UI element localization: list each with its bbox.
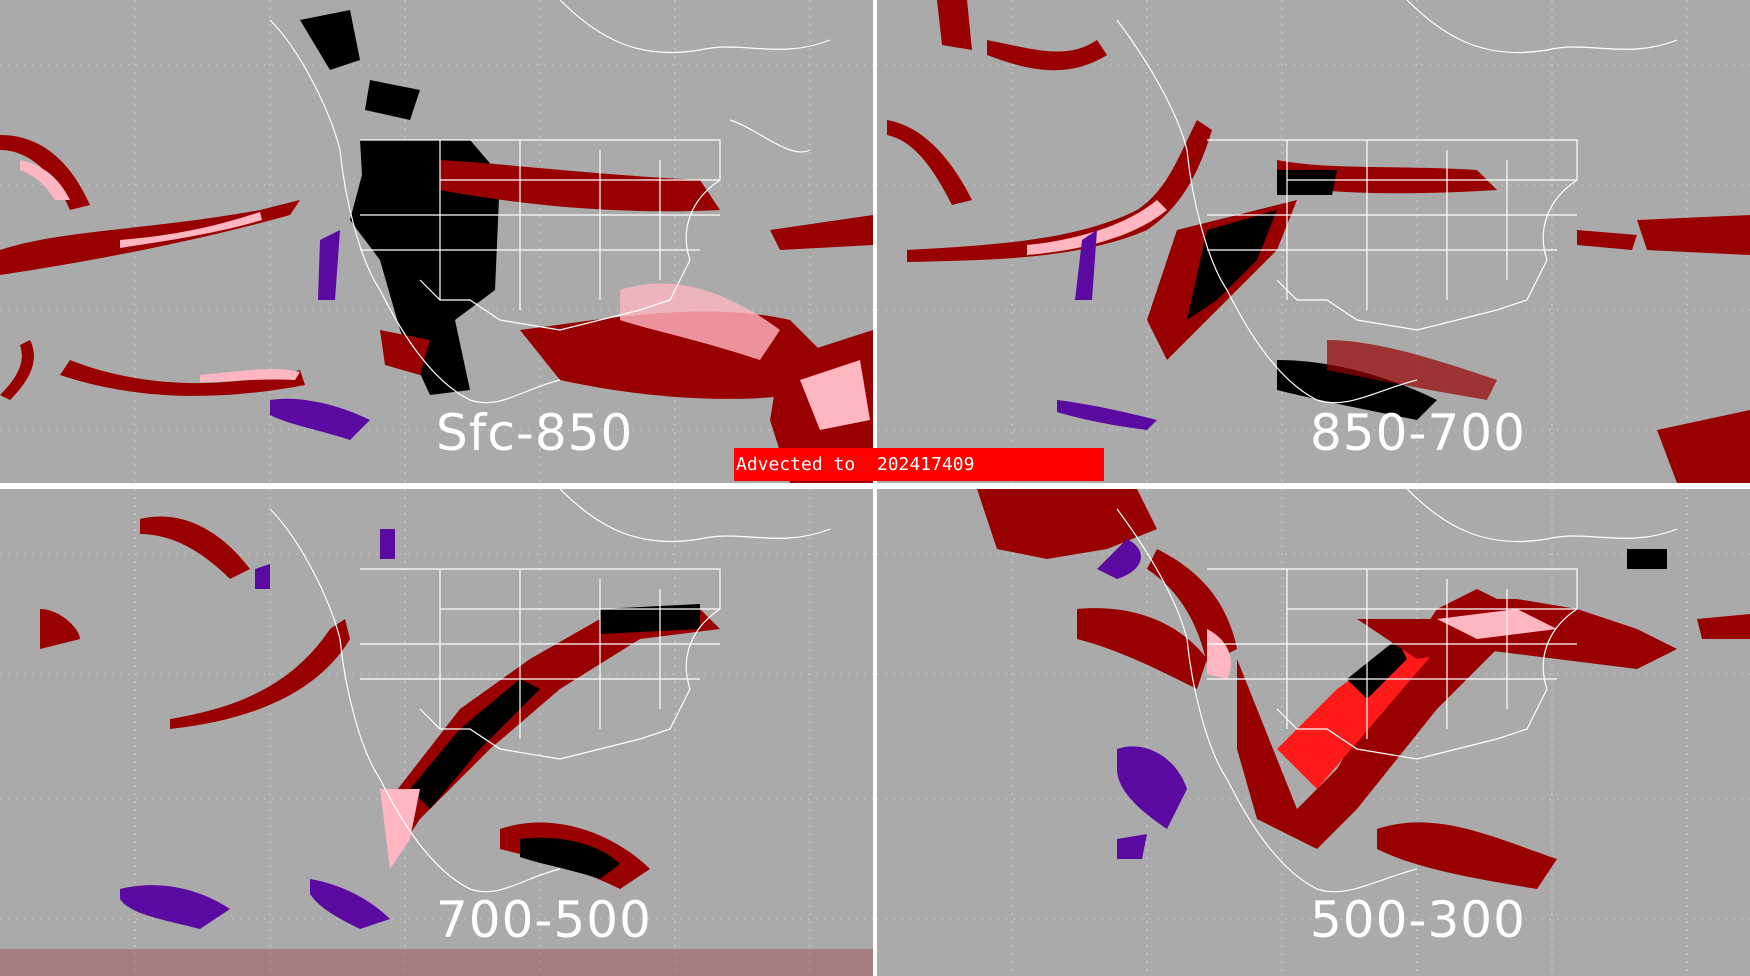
layer-label-700-500: 700-500 bbox=[436, 891, 652, 949]
black-region bbox=[350, 140, 500, 395]
advected-banner: Advected to 202417409 bbox=[734, 448, 1104, 481]
coastlines bbox=[269, 0, 831, 404]
map-panel-700-500: 700-500 bbox=[0, 489, 873, 976]
map-700-500 bbox=[0, 489, 873, 976]
map-panel-850-700: 850-700 bbox=[877, 0, 1750, 483]
layer-label-850-700: 850-700 bbox=[1310, 404, 1526, 462]
moisture-band bbox=[977, 489, 1157, 559]
map-panel-sfc-850: Sfc-850 bbox=[0, 0, 873, 483]
map-500-300 bbox=[877, 489, 1750, 976]
map-sfc-850 bbox=[0, 0, 873, 483]
coastlines bbox=[1116, 489, 1678, 893]
layer-label-500-300: 500-300 bbox=[1310, 891, 1526, 949]
map-panel-500-300: 500-300 bbox=[877, 489, 1750, 976]
map-850-700 bbox=[877, 0, 1750, 483]
coastlines bbox=[1116, 0, 1678, 404]
moisture-band bbox=[170, 619, 350, 729]
layer-label-sfc-850: Sfc-850 bbox=[436, 404, 634, 462]
coastlines bbox=[269, 489, 831, 893]
